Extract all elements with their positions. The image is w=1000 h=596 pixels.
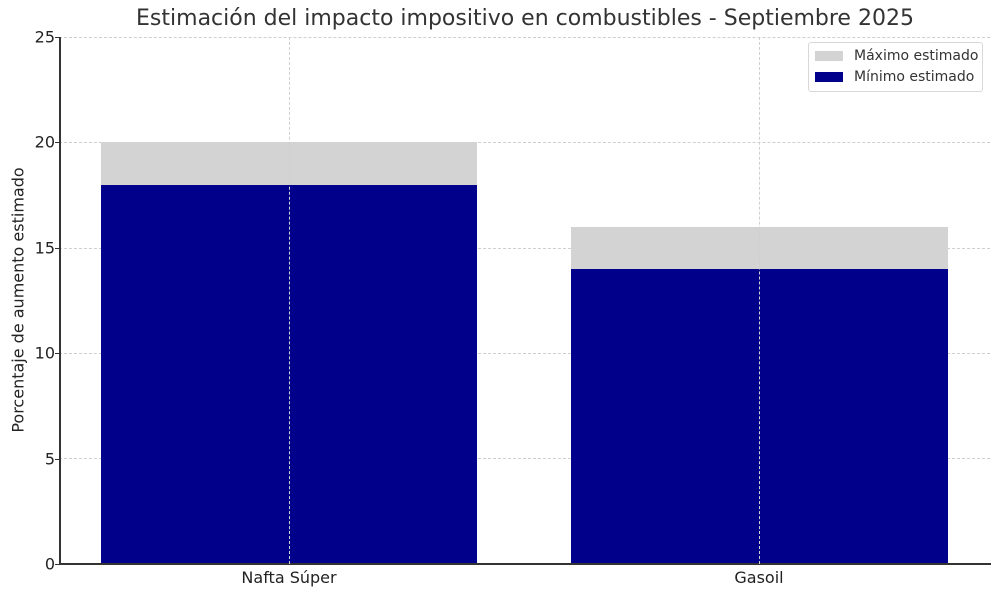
gridline-y-15 (59, 248, 990, 249)
legend-swatch-min (815, 72, 843, 82)
legend-label-max: Máximo estimado (854, 48, 979, 64)
y-tick-mark (55, 353, 59, 354)
legend: Máximo estimado Mínimo estimado (808, 42, 983, 92)
y-tick-20: 20 (34, 132, 55, 152)
legend-item-max: Máximo estimado (815, 47, 978, 65)
y-tick-15: 15 (34, 238, 55, 258)
gridline-y-5 (59, 458, 990, 459)
chart-title: Estimación del impacto impositivo en com… (136, 6, 914, 31)
y-axis-label: Porcentaje de aumento estimado (8, 167, 28, 433)
gridline-y-20 (59, 142, 990, 143)
gridline-y-25 (59, 37, 990, 38)
gridline-x-nafta (289, 37, 290, 564)
y-tick-mark (55, 459, 59, 460)
y-tick-25: 25 (34, 27, 55, 47)
y-tick-mark (55, 248, 59, 249)
x-tick-nafta-super: Nafta Súper (241, 568, 337, 587)
legend-item-min: Mínimo estimado (815, 68, 974, 86)
x-axis (59, 563, 991, 565)
y-tick-5: 5 (44, 449, 55, 469)
y-tick-mark (55, 564, 59, 565)
y-tick-mark (55, 37, 59, 38)
plot-area (59, 37, 990, 564)
x-tick-gasoil: Gasoil (734, 568, 784, 587)
legend-swatch-max (815, 51, 843, 61)
y-tick-0: 0 (44, 554, 55, 574)
y-axis (59, 37, 61, 565)
y-tick-mark (55, 142, 59, 143)
gridline-y-10 (59, 353, 990, 354)
gridline-x-gasoil (759, 37, 760, 564)
y-tick-10: 10 (34, 343, 55, 363)
legend-label-min: Mínimo estimado (854, 69, 975, 85)
